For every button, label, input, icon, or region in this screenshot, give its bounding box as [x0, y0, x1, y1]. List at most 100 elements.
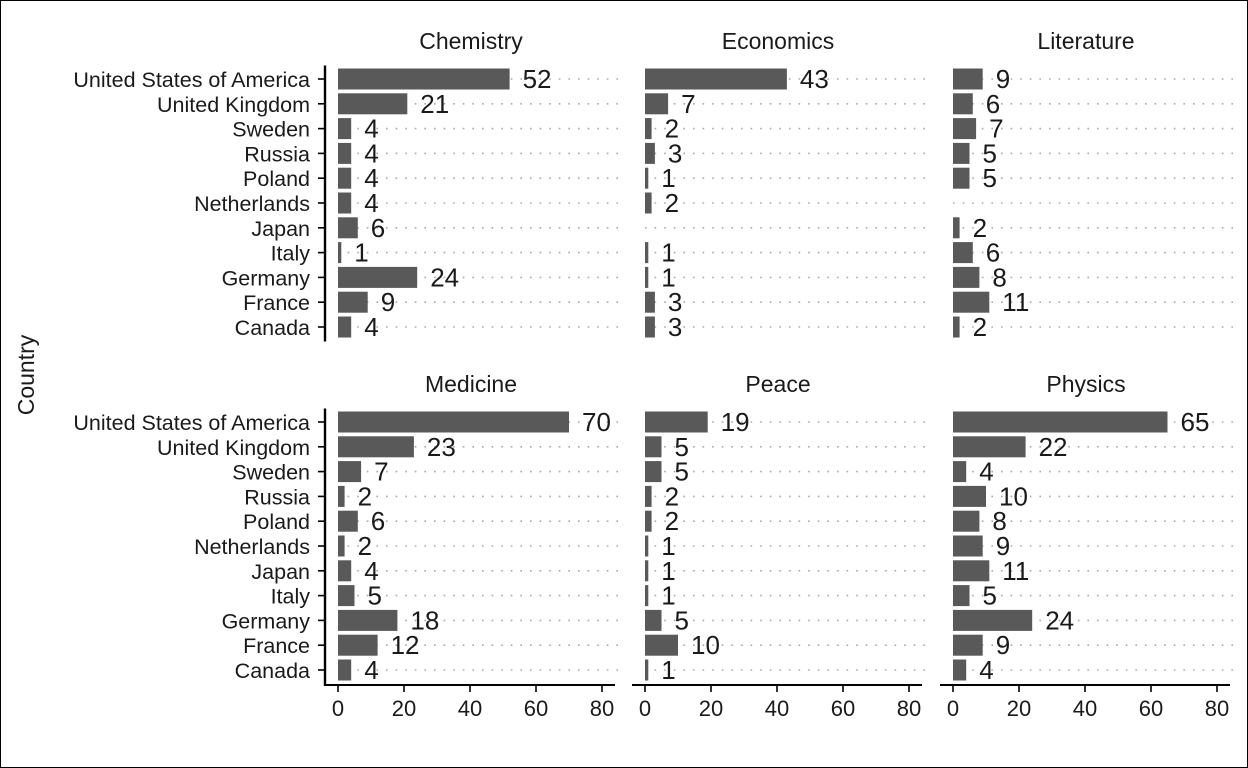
bar-economics-sweden: [645, 118, 652, 140]
data-label-chemistry-netherlands: 4: [364, 188, 378, 218]
data-label-literature-russia: 5: [983, 138, 997, 168]
y-tick-label-germany: Germany: [222, 266, 311, 290]
bar-physics-canada: [953, 659, 967, 681]
y-tick-label-france: France: [243, 291, 310, 315]
bar-peace-united-kingdom: [645, 436, 662, 458]
y-tick-label-japan: Japan: [251, 217, 310, 241]
bar-medicine-sweden: [338, 461, 362, 483]
bar-chemistry-netherlands: [338, 192, 352, 214]
data-label-physics-netherlands: 9: [996, 531, 1010, 561]
data-label-medicine-italy: 5: [368, 581, 382, 611]
data-label-peace-sweden: 5: [675, 457, 689, 487]
data-label-economics-germany: 1: [661, 262, 675, 292]
y-tick-label-italy: Italy: [271, 585, 311, 609]
y-tick-label-canada: Canada: [235, 316, 310, 340]
data-label-physics-united-kingdom: 22: [1039, 432, 1068, 462]
data-label-literature-sweden: 7: [989, 114, 1003, 144]
x-tick-label: 0: [947, 696, 959, 721]
bar-physics-russia: [953, 485, 986, 507]
bar-peace-poland: [645, 510, 652, 532]
x-tick-label: 80: [1205, 696, 1229, 721]
y-tick-label-russia: Russia: [244, 485, 310, 509]
bar-peace-france: [645, 634, 678, 656]
bar-medicine-netherlands: [338, 535, 345, 557]
bar-physics-united-kingdom: [953, 436, 1026, 458]
data-label-economics-france: 3: [668, 287, 682, 317]
y-tick-label-united-states-of-america: United States of America: [73, 411, 310, 435]
x-tick-label: 20: [699, 696, 723, 721]
bar-physics-germany: [953, 609, 1033, 631]
data-label-chemistry-poland: 4: [364, 163, 378, 193]
data-label-chemistry-japan: 6: [371, 213, 385, 243]
bar-peace-canada: [645, 659, 649, 681]
y-tick-label-italy: Italy: [271, 242, 311, 266]
bar-economics-canada: [645, 316, 655, 338]
data-label-medicine-netherlands: 2: [358, 531, 372, 561]
bar-economics-poland: [645, 167, 649, 189]
data-label-literature-france: 11: [1002, 287, 1029, 317]
data-label-chemistry-canada: 4: [364, 312, 378, 342]
panel-title-peace: Peace: [745, 371, 810, 397]
data-label-economics-italy: 1: [661, 238, 675, 268]
bar-chemistry-russia: [338, 142, 352, 164]
y-tick-label-germany: Germany: [222, 609, 311, 633]
x-tick-label: 20: [392, 696, 416, 721]
x-tick-label: 40: [765, 696, 789, 721]
bar-literature-japan: [953, 217, 960, 239]
y-tick-label-poland: Poland: [243, 510, 310, 534]
data-label-literature-poland: 5: [983, 163, 997, 193]
bar-physics-poland: [953, 510, 980, 532]
bar-peace-italy: [645, 585, 649, 607]
data-label-chemistry-sweden: 4: [364, 114, 378, 144]
bar-economics-italy: [645, 242, 649, 264]
data-label-literature-japan: 2: [973, 213, 987, 243]
bar-chemistry-united-states-of-america: [338, 68, 510, 90]
data-label-economics-netherlands: 2: [665, 188, 679, 218]
data-label-medicine-sweden: 7: [374, 457, 388, 487]
x-tick-label: 0: [332, 696, 344, 721]
data-label-medicine-united-kingdom: 23: [427, 432, 456, 462]
bar-chemistry-sweden: [338, 118, 352, 140]
data-label-literature-united-states-of-america: 9: [996, 64, 1010, 94]
bar-peace-germany: [645, 609, 662, 631]
y-tick-label-france: France: [243, 634, 310, 658]
bar-physics-netherlands: [953, 535, 983, 557]
bar-economics-france: [645, 291, 655, 313]
data-label-physics-france: 9: [996, 630, 1010, 660]
bar-medicine-united-kingdom: [338, 436, 414, 458]
x-tick-label: 60: [1139, 696, 1163, 721]
bar-medicine-united-states-of-america: [338, 411, 569, 433]
data-label-medicine-united-states-of-america: 70: [582, 407, 611, 437]
data-label-physics-canada: 4: [979, 655, 993, 685]
data-label-physics-italy: 5: [983, 581, 997, 611]
bar-chemistry-france: [338, 291, 368, 313]
data-label-chemistry-italy: 1: [354, 238, 368, 268]
bar-literature-united-kingdom: [953, 93, 973, 115]
data-label-chemistry-united-states-of-america: 52: [523, 64, 552, 94]
bar-economics-united-kingdom: [645, 93, 669, 115]
x-tick-label: 40: [458, 696, 482, 721]
bar-chemistry-japan: [338, 217, 358, 239]
data-label-medicine-germany: 18: [410, 605, 439, 635]
data-label-chemistry-france: 9: [381, 287, 395, 317]
bar-medicine-poland: [338, 510, 358, 532]
data-label-medicine-poland: 6: [371, 506, 385, 536]
x-tick-label: 0: [639, 696, 651, 721]
bar-chemistry-united-kingdom: [338, 93, 408, 115]
data-label-chemistry-russia: 4: [364, 138, 378, 168]
data-label-peace-united-states-of-america: 19: [721, 407, 750, 437]
data-label-peace-japan: 1: [661, 556, 675, 586]
bar-economics-netherlands: [645, 192, 652, 214]
y-tick-label-japan: Japan: [251, 560, 310, 584]
bar-economics-united-states-of-america: [645, 68, 787, 90]
panel-title-chemistry: Chemistry: [419, 28, 523, 54]
bar-literature-germany: [953, 266, 980, 288]
data-label-economics-united-kingdom: 7: [681, 89, 695, 119]
data-label-physics-poland: 8: [992, 506, 1006, 536]
bar-peace-russia: [645, 485, 652, 507]
data-label-medicine-japan: 4: [364, 556, 378, 586]
x-tick-label: 60: [831, 696, 855, 721]
bar-chemistry-germany: [338, 266, 418, 288]
bar-medicine-italy: [338, 585, 355, 607]
x-tick-label: 80: [590, 696, 614, 721]
